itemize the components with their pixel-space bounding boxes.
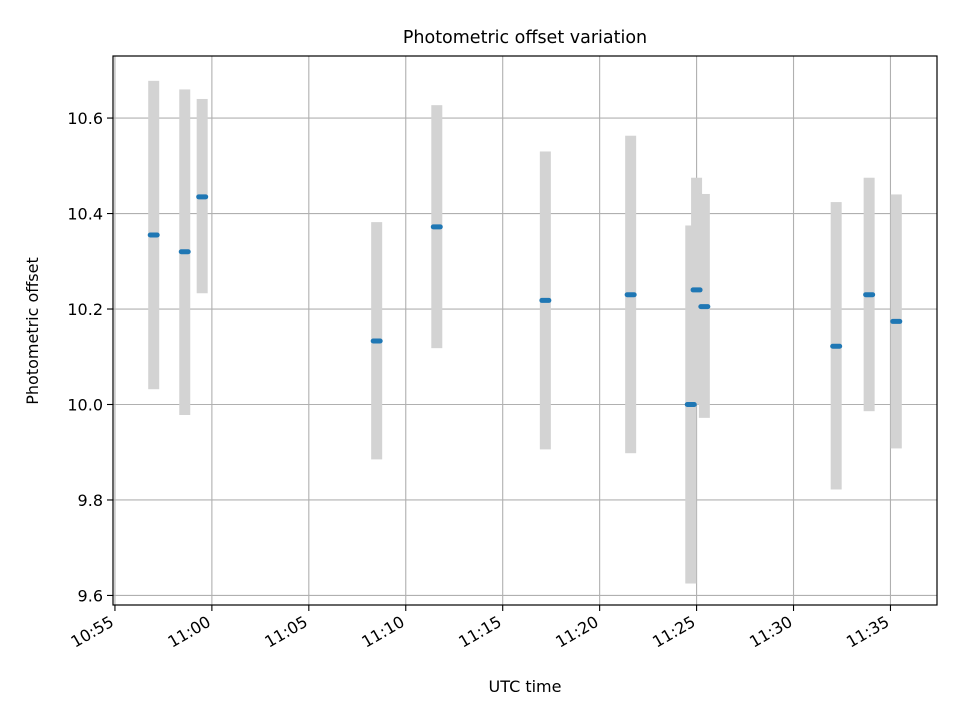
data-point bbox=[624, 292, 637, 298]
y-tick-label: 9.8 bbox=[78, 491, 103, 510]
data-point bbox=[684, 401, 697, 407]
data-point bbox=[863, 292, 876, 298]
data-point bbox=[196, 194, 209, 200]
data-point bbox=[430, 224, 443, 230]
data-point bbox=[830, 343, 843, 349]
y-tick-label: 10.6 bbox=[67, 109, 103, 128]
y-axis-label: Photometric offset bbox=[23, 257, 42, 405]
data-point bbox=[890, 318, 903, 324]
data-point bbox=[178, 249, 191, 255]
chart-title: Photometric offset variation bbox=[403, 28, 647, 48]
data-points bbox=[147, 194, 903, 407]
y-tick-label: 10.2 bbox=[67, 300, 103, 319]
data-point bbox=[147, 232, 160, 238]
y-axis-ticks: 9.6 9.8 10.0 10.2 10.4 10.6 bbox=[67, 109, 113, 605]
y-tick-label: 9.6 bbox=[78, 586, 103, 605]
y-tick-label: 10.4 bbox=[67, 205, 103, 224]
data-point bbox=[698, 304, 711, 310]
grid-lines bbox=[113, 56, 937, 605]
x-axis-label: UTC time bbox=[489, 677, 562, 696]
data-point bbox=[539, 297, 552, 303]
data-point bbox=[370, 338, 383, 344]
plot-frame bbox=[112, 55, 938, 606]
y-tick-label: 10.0 bbox=[67, 395, 103, 414]
data-point bbox=[690, 287, 703, 293]
